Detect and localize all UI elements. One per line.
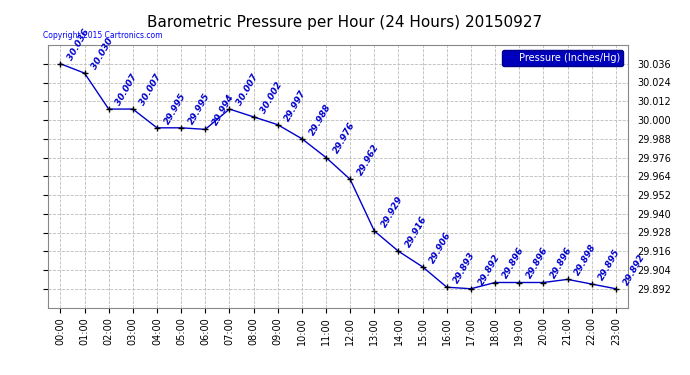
Text: 29.976: 29.976	[332, 121, 357, 155]
Text: 29.896: 29.896	[549, 246, 574, 280]
Text: 29.995: 29.995	[187, 91, 212, 126]
Text: 29.997: 29.997	[284, 88, 308, 123]
Text: 29.962: 29.962	[356, 143, 381, 177]
Text: 30.002: 30.002	[259, 80, 284, 115]
Text: 29.898: 29.898	[573, 243, 598, 277]
Text: 29.929: 29.929	[380, 194, 405, 229]
Text: 30.007: 30.007	[115, 72, 139, 107]
Text: 29.896: 29.896	[525, 246, 550, 280]
Text: 30.007: 30.007	[235, 72, 260, 107]
Text: 30.036: 30.036	[66, 27, 91, 62]
Text: 29.988: 29.988	[308, 102, 333, 136]
Text: Copyright 2015 Cartronics.com: Copyright 2015 Cartronics.com	[43, 31, 162, 40]
Text: 29.995: 29.995	[163, 91, 188, 126]
Text: 30.030: 30.030	[90, 36, 115, 71]
Legend: Pressure (Inches/Hg): Pressure (Inches/Hg)	[502, 50, 623, 66]
Text: 29.893: 29.893	[453, 251, 477, 285]
Text: 29.892: 29.892	[622, 252, 647, 286]
Text: 29.896: 29.896	[501, 246, 526, 280]
Text: 29.895: 29.895	[598, 248, 622, 282]
Text: 29.892: 29.892	[477, 252, 502, 286]
Text: 29.916: 29.916	[404, 214, 429, 249]
Text: Barometric Pressure per Hour (24 Hours) 20150927: Barometric Pressure per Hour (24 Hours) …	[148, 15, 542, 30]
Text: 30.007: 30.007	[139, 72, 164, 107]
Text: 29.906: 29.906	[428, 230, 453, 265]
Text: 29.994: 29.994	[211, 93, 236, 127]
